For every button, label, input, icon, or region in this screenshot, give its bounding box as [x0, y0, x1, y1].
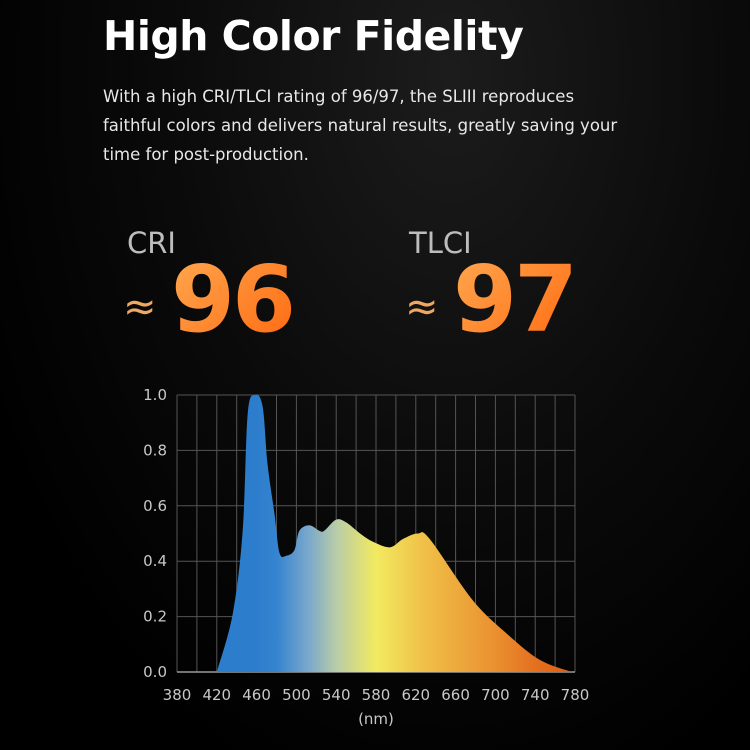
x-tick-label: 700 — [481, 686, 510, 704]
tlci-label: TLCI — [409, 226, 472, 260]
spectrum-area — [216, 394, 576, 672]
x-tick-label: 780 — [561, 686, 590, 704]
tlci-metric: TLCI ≈ 97 — [405, 226, 578, 346]
y-tick-label: 1.0 — [143, 386, 167, 404]
x-tick-label: 580 — [362, 686, 391, 704]
x-tick-label: 420 — [202, 686, 231, 704]
y-tick-label: 0.4 — [143, 552, 167, 570]
cri-label: CRI — [127, 226, 176, 260]
x-tick-label: 660 — [441, 686, 470, 704]
x-tick-label: 740 — [521, 686, 550, 704]
cri-metric: CRI ≈ 96 — [123, 226, 296, 346]
cri-value: 96 — [171, 246, 296, 353]
x-tick-label: 460 — [242, 686, 271, 704]
x-tick-label: 620 — [401, 686, 430, 704]
x-axis-label: (nm) — [358, 710, 394, 728]
y-tick-label: 0.2 — [143, 608, 167, 626]
description: With a high CRI/TLCI rating of 96/97, th… — [103, 87, 618, 164]
tlci-value: 97 — [453, 246, 578, 353]
x-tick-label: 380 — [163, 686, 192, 704]
y-tick-label: 0.6 — [143, 497, 167, 515]
page-title: High Color Fidelity — [103, 12, 524, 60]
x-tick-label: 540 — [322, 686, 351, 704]
y-tick-label: 0.8 — [143, 441, 167, 459]
x-tick-label: 500 — [282, 686, 311, 704]
y-tick-label: 0.0 — [143, 663, 167, 681]
approx-icon: ≈ — [405, 284, 439, 330]
approx-icon: ≈ — [123, 284, 157, 330]
